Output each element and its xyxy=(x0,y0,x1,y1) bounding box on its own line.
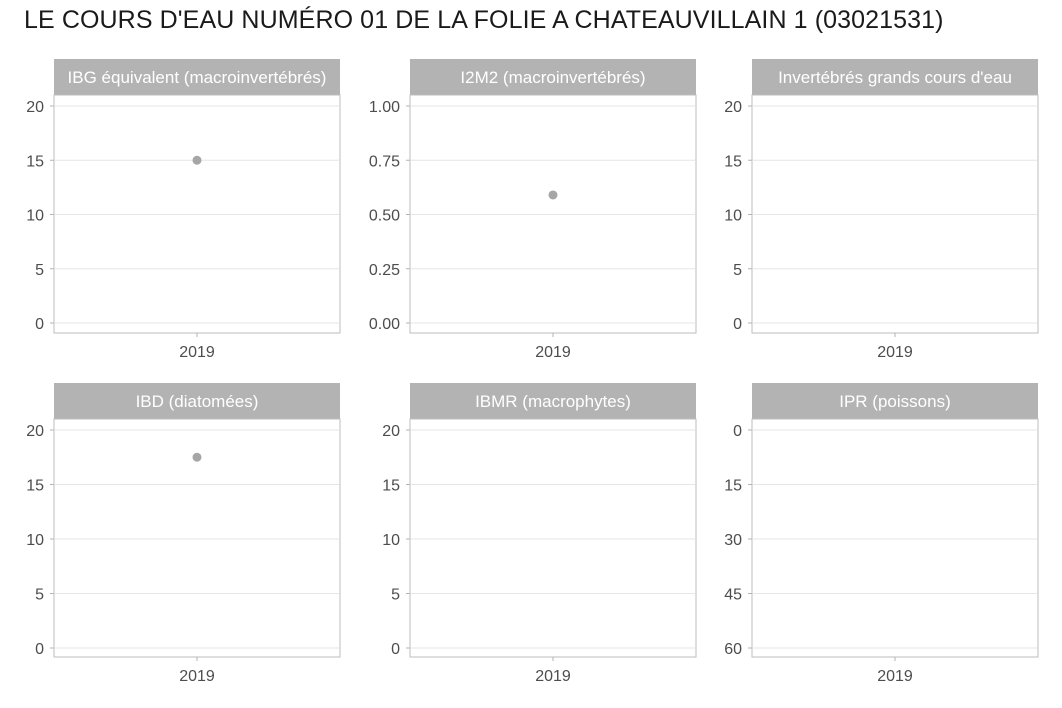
data-point xyxy=(548,190,558,200)
data-point xyxy=(192,452,202,462)
data-point xyxy=(192,155,202,165)
facet-title: IPR (poissons) xyxy=(839,392,950,411)
y-tick-label: 15 xyxy=(26,153,44,170)
y-tick-label: 0.50 xyxy=(369,208,400,225)
facet-strip xyxy=(54,59,340,95)
y-tick-label: 10 xyxy=(724,208,742,225)
facet-panel-6: IPR (poissons) 0 15 30 45 60 2019 xyxy=(724,383,1039,685)
y-tick-label: 10 xyxy=(26,208,44,225)
y-tick-label: 0 xyxy=(733,423,742,440)
figure-title: LE COURS D'EAU NUMÉRO 01 DE LA FOLIE A C… xyxy=(24,6,944,34)
x-tick-label: 2019 xyxy=(877,344,913,361)
x-tick-label: 2019 xyxy=(179,344,215,361)
y-tick-label: 0.75 xyxy=(369,153,400,170)
y-tick-label: 0 xyxy=(35,316,44,333)
y-tick-label: 10 xyxy=(382,532,400,549)
y-tick-label: 5 xyxy=(35,262,44,279)
y-tick-label: 20 xyxy=(724,99,742,116)
y-tick-label: 15 xyxy=(26,478,44,495)
y-tick-label: 20 xyxy=(26,99,44,116)
facet-title: Invertébrés grands cours d'eau xyxy=(778,68,1012,87)
y-tick-label: 0.00 xyxy=(369,316,400,333)
y-tick-label: 60 xyxy=(724,641,742,658)
y-tick-label: 15 xyxy=(724,153,742,170)
y-tick-label: 20 xyxy=(382,423,400,440)
y-tick-label: 0 xyxy=(35,641,44,658)
facet-title: IBG équivalent (macroinvertébrés) xyxy=(68,68,327,87)
y-tick-label: 10 xyxy=(26,532,44,549)
y-tick-label: 30 xyxy=(724,532,742,549)
facet-panel-2: I2M2 (macroinvertébrés) 0.00 0.25 0.50 0.75 1… xyxy=(369,59,697,361)
facet-title: I2M2 (macroinvertébrés) xyxy=(460,68,645,87)
facet-strip xyxy=(410,59,696,95)
y-tick-label: 0.25 xyxy=(369,262,400,279)
y-tick-label: 45 xyxy=(724,587,742,604)
facet-panel-1: IBG équivalent (macroinvertébrés) 0 5 10 15 2… xyxy=(26,59,341,361)
y-tick-label: 5 xyxy=(733,262,742,279)
y-tick-label: 0 xyxy=(391,641,400,658)
facet-panel-4: IBD (diatomées) 0 5 10 15 20 2019 xyxy=(26,383,341,685)
facet-panel-5: IBMR (macrophytes) 0 5 10 15 20 2019 xyxy=(382,383,697,685)
y-tick-label: 20 xyxy=(26,423,44,440)
x-tick-label: 2019 xyxy=(535,344,571,361)
y-tick-label: 5 xyxy=(35,587,44,604)
facet-strip xyxy=(752,59,1038,95)
y-tick-label: 0 xyxy=(733,316,742,333)
x-tick-label: 2019 xyxy=(877,668,913,685)
facet-title: IBMR (macrophytes) xyxy=(475,392,631,411)
x-tick-label: 2019 xyxy=(179,668,215,685)
facet-title: IBD (diatomées) xyxy=(136,392,259,411)
y-tick-label: 15 xyxy=(382,478,400,495)
y-tick-label: 15 xyxy=(724,478,742,495)
facet-strip xyxy=(752,383,1038,419)
facet-strip xyxy=(410,383,696,419)
plot-area xyxy=(409,418,697,658)
facet-strip xyxy=(54,383,340,419)
y-tick-label: 5 xyxy=(391,587,400,604)
y-tick-label: 1.00 xyxy=(369,99,400,116)
facet-panel-3: Invertébrés grands cours d'eau 0 5 10 15 20 20… xyxy=(724,59,1039,361)
plot-area xyxy=(751,418,1039,658)
x-tick-label: 2019 xyxy=(535,668,571,685)
